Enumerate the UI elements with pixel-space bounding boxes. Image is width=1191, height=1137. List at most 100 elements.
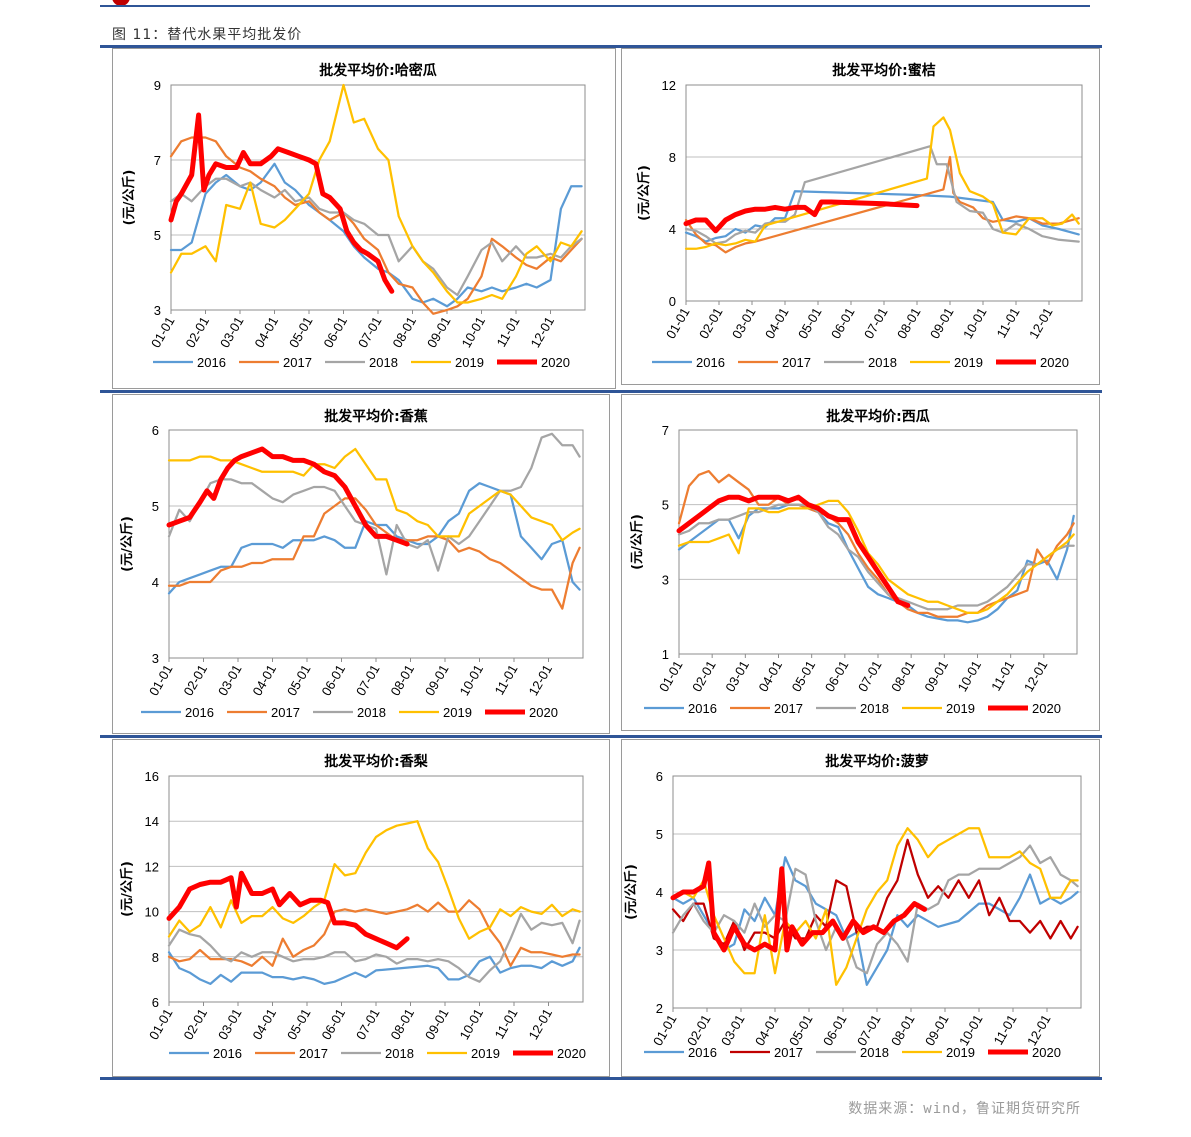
x-tick-label: 08-01 [389, 314, 419, 350]
x-tick-label: 08-01 [387, 1006, 417, 1042]
x-tick-label: 03-01 [729, 305, 759, 341]
legend-label: 2016 [197, 355, 226, 370]
x-tick-label: 04-01 [251, 314, 281, 350]
y-tick-label: 6 [152, 995, 159, 1010]
plot-area [678, 429, 1078, 655]
legend-label: 2018 [868, 355, 897, 370]
series-line-2020 [166, 870, 410, 951]
y-tick-label: 3 [656, 943, 663, 958]
x-tick-label: 04-01 [752, 1012, 782, 1048]
x-tick-label: 04-01 [249, 662, 279, 698]
source-note: 数据来源：wind，鲁证期货研究所 [848, 1101, 1081, 1117]
series-line-2019 [167, 447, 581, 542]
y-tick-label: 1 [662, 647, 669, 662]
y-axis-label: (元/公斤) [623, 864, 639, 920]
x-tick-label: 11-01 [988, 658, 1017, 693]
series-line-2020 [168, 112, 395, 294]
series-line-2019 [169, 83, 583, 304]
legend-label: 2016 [688, 1045, 717, 1060]
series-line-2019 [671, 827, 1079, 986]
x-tick-label: 02-01 [684, 1012, 714, 1048]
chart-panel-pineapple: 批发平均价:菠萝 2 3 4 5 6 (元/公斤) 01-01 02-01 03-01 04-01 0… [621, 739, 1100, 1077]
y-tick-label: 14 [145, 814, 159, 829]
series-line-2018 [677, 503, 1075, 611]
x-tick-label: 02-01 [689, 658, 719, 694]
legend-label: 2018 [860, 701, 889, 716]
x-tick-label: 02-01 [180, 1006, 210, 1042]
x-tick-label: 05-01 [286, 314, 316, 350]
series-line-2020 [166, 446, 410, 547]
x-tick-label: 02-01 [182, 314, 212, 350]
legend-label: 2020 [1040, 355, 1069, 370]
x-tick-label: 01-01 [146, 662, 176, 698]
series-line-2019 [677, 499, 1075, 615]
x-tick-label: 05-01 [789, 658, 819, 694]
x-tick-label: 12-01 [525, 662, 555, 698]
x-tick-label: 11-01 [493, 314, 522, 349]
divider-row-1 [100, 390, 1102, 393]
x-tick-label: 10-01 [956, 1012, 986, 1048]
y-tick-label: 3 [152, 651, 159, 666]
x-tick-label: 12-01 [1026, 305, 1056, 341]
x-tick-label: 02-01 [180, 662, 210, 698]
series-line-2017 [169, 136, 583, 315]
chart-panel-banana: 批发平均价:香蕉 3 4 5 6 (元/公斤) 01-01 02-01 03-01 04-01 05… [112, 394, 610, 734]
legend-label: 2019 [471, 1046, 500, 1061]
y-tick-label: 5 [656, 827, 663, 842]
x-tick-label: 06-01 [828, 305, 858, 341]
x-tick-label: 07-01 [353, 662, 383, 698]
series-line-2020 [683, 199, 920, 234]
legend-label: 2016 [688, 701, 717, 716]
legend-label: 2016 [185, 705, 214, 720]
y-tick-label: 3 [154, 303, 161, 318]
chart-title: 批发平均价:香梨 [324, 753, 429, 770]
legend-label: 2020 [1032, 701, 1061, 716]
x-tick-label: 12-01 [527, 314, 557, 350]
logo-mark [112, 0, 130, 6]
x-tick-label: 05-01 [284, 1006, 314, 1042]
x-tick-label: 06-01 [822, 658, 852, 694]
x-tick-label: 03-01 [718, 1012, 748, 1048]
x-tick-label: 06-01 [318, 1006, 348, 1042]
y-tick-label: 9 [154, 78, 161, 93]
x-tick-label: 09-01 [922, 1012, 952, 1048]
legend-label: 2019 [946, 1045, 975, 1060]
y-tick-label: 6 [152, 423, 159, 438]
y-tick-label: 3 [662, 572, 669, 587]
x-tick-label: 05-01 [284, 662, 314, 698]
x-tick-label: 11-01 [990, 1012, 1019, 1047]
x-tick-label: 03-01 [217, 314, 247, 350]
x-tick-label: 09-01 [424, 314, 454, 350]
y-axis-label: (元/公斤) [121, 170, 137, 226]
x-tick-label: 06-01 [318, 662, 348, 698]
y-axis-label: (元/公斤) [629, 514, 645, 570]
y-axis-label: (元/公斤) [119, 861, 135, 917]
divider-row-2 [100, 735, 1102, 738]
y-axis-label: (元/公斤) [636, 165, 652, 221]
y-tick-label: 12 [145, 859, 159, 874]
y-tick-label: 7 [662, 423, 669, 438]
x-tick-label: 08-01 [888, 658, 918, 694]
x-tick-label: 10-01 [960, 305, 990, 341]
chart-title: 批发平均价:哈密瓜 [319, 62, 437, 79]
x-tick-label: 10-01 [458, 314, 488, 350]
legend-label: 2020 [557, 1046, 586, 1061]
x-tick-label: 12-01 [1024, 1012, 1054, 1048]
divider-top [100, 45, 1102, 48]
legend-label: 2019 [946, 701, 975, 716]
figure-title: 图 11：替代水果平均批发价 [112, 27, 303, 43]
x-tick-label: 12-01 [525, 1006, 555, 1042]
legend-label: 2020 [529, 705, 558, 720]
y-tick-label: 8 [152, 950, 159, 965]
legend-label: 2019 [954, 355, 983, 370]
x-tick-label: 09-01 [422, 662, 452, 698]
y-tick-label: 5 [662, 498, 669, 513]
chart-title: 批发平均价:菠萝 [825, 753, 929, 770]
x-tick-label: 01-01 [650, 1012, 680, 1048]
x-tick-label: 03-01 [215, 1006, 245, 1042]
x-tick-label: 02-01 [696, 305, 726, 341]
x-tick-label: 11-01 [491, 662, 520, 697]
legend-label: 2020 [1032, 1045, 1061, 1060]
